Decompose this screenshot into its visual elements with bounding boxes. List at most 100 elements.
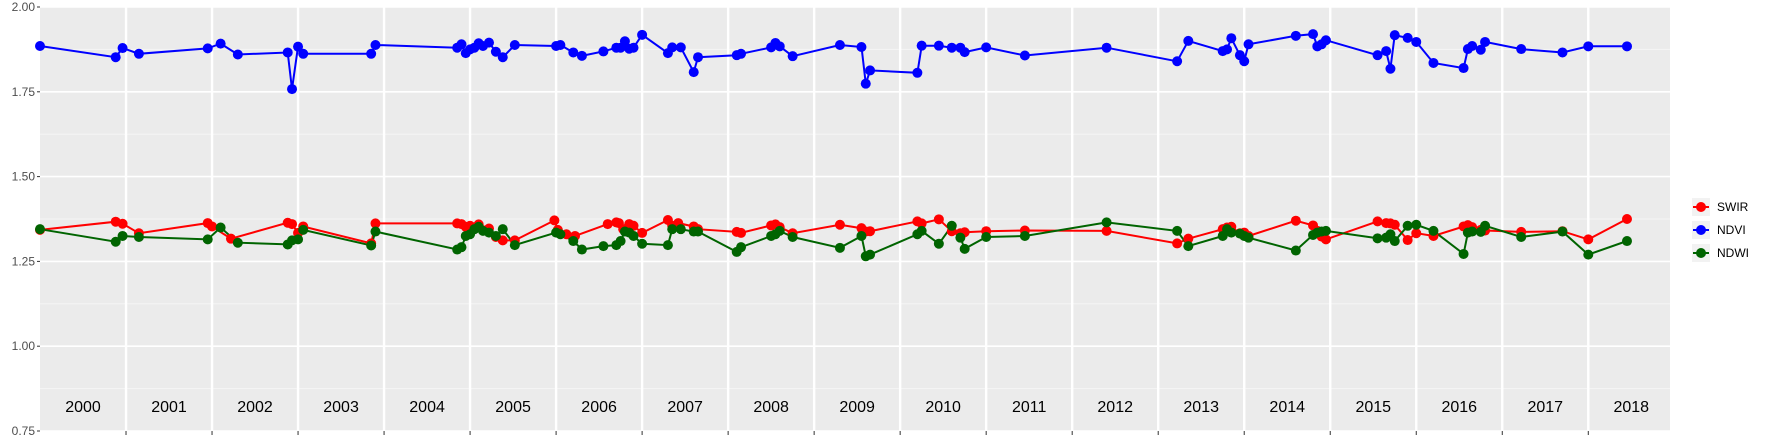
data-point-ndvi	[232, 49, 243, 60]
data-point-ndwi	[736, 242, 747, 253]
year-label: 2007	[667, 399, 703, 416]
legend-label: NDWI	[1717, 246, 1749, 260]
data-point-ndvi	[293, 41, 304, 52]
data-point-ndvi	[860, 78, 871, 89]
data-point-ndwi	[293, 234, 304, 245]
data-point-ndwi	[615, 236, 626, 247]
data-point-ndvi	[1402, 32, 1413, 43]
data-point-ndvi	[497, 52, 508, 63]
data-point-ndwi	[787, 231, 798, 242]
data-point-ndvi	[35, 41, 45, 52]
data-point-ndwi	[1243, 232, 1254, 243]
year-label: 2014	[1269, 399, 1305, 416]
data-point-ndvi	[688, 67, 699, 78]
data-point-swir	[1101, 225, 1112, 236]
data-point-ndvi	[1222, 44, 1233, 55]
data-point-ndvi	[1019, 50, 1030, 61]
data-point-swir	[1411, 228, 1422, 239]
year-label: 2000	[65, 399, 101, 416]
axes: 0.75 1.00 1.25 1.50 1.75 2.00	[12, 0, 1589, 438]
year-label: 2013	[1183, 399, 1219, 416]
data-point-ndwi	[675, 224, 686, 235]
data-point-swir	[1183, 233, 1194, 244]
year-label: 2018	[1613, 399, 1649, 416]
data-point-ndvi	[856, 42, 867, 53]
data-point-ndvi	[1239, 56, 1250, 67]
data-point-ndwi	[959, 243, 970, 254]
data-point-ndvi	[1226, 33, 1237, 44]
data-point-ndvi	[1381, 46, 1392, 57]
data-point-swir	[1583, 234, 1594, 245]
legend-key-point	[1696, 248, 1706, 258]
year-label: 2016	[1441, 399, 1477, 416]
year-label: 2017	[1527, 399, 1563, 416]
data-point-ndvi	[946, 42, 957, 53]
year-label: 2011	[1012, 399, 1047, 416]
data-point-ndvi	[912, 67, 923, 78]
data-point-ndvi	[282, 47, 293, 58]
data-point-ndwi	[693, 226, 704, 237]
data-point-ndvi	[370, 39, 381, 50]
data-point-ndvi	[693, 52, 704, 63]
data-point-ndwi	[774, 225, 785, 236]
data-point-ndwi	[1389, 236, 1400, 247]
legend-label: NDVI	[1717, 223, 1746, 237]
data-point-ndwi	[667, 224, 678, 235]
data-point-swir	[933, 214, 944, 225]
year-label: 2002	[237, 399, 273, 416]
data-point-ndwi	[1621, 236, 1632, 247]
data-point-ndvi	[117, 43, 128, 54]
data-point-ndvi	[568, 47, 579, 58]
year-label: 2004	[409, 399, 445, 416]
data-point-ndvi	[865, 65, 876, 76]
data-point-ndvi	[1243, 39, 1254, 50]
data-point-ndwi	[1372, 233, 1383, 244]
data-point-swir	[1372, 216, 1383, 227]
year-label: 2003	[323, 399, 359, 416]
data-point-ndwi	[35, 224, 45, 235]
data-point-swir	[117, 218, 128, 229]
data-point-ndvi	[916, 40, 927, 51]
data-point-ndvi	[787, 51, 798, 62]
data-point-swir	[602, 219, 613, 230]
data-point-swir	[1402, 235, 1413, 246]
data-point-ndwi	[456, 242, 467, 253]
data-point-ndvi	[555, 39, 566, 50]
data-point-ndvi	[1320, 35, 1331, 46]
data-point-ndwi	[1101, 217, 1112, 228]
year-label: 2006	[581, 399, 617, 416]
data-point-ndvi	[287, 84, 298, 95]
data-point-ndwi	[298, 224, 309, 235]
data-point-ndvi	[637, 29, 648, 40]
y-tick-label: 0.75	[12, 424, 36, 438]
data-point-ndwi	[1226, 227, 1237, 238]
data-point-ndvi	[1101, 42, 1112, 53]
data-point-swir	[549, 215, 560, 226]
data-point-ndwi	[946, 220, 957, 231]
data-point-ndvi	[110, 52, 121, 63]
data-point-ndvi	[619, 36, 630, 47]
data-point-ndwi	[1172, 225, 1183, 236]
data-point-ndwi	[232, 237, 243, 248]
data-point-ndwi	[662, 240, 673, 251]
data-point-swir	[1320, 234, 1331, 245]
data-point-swir	[287, 219, 298, 230]
data-point-ndwi	[117, 230, 128, 241]
data-point-ndvi	[1557, 47, 1568, 58]
legend-label: SWIR	[1717, 200, 1749, 214]
data-point-ndvi	[675, 42, 686, 53]
data-point-swir	[1290, 215, 1301, 226]
data-point-ndvi	[1458, 63, 1469, 74]
data-point-ndwi	[916, 225, 927, 236]
data-point-ndwi	[1290, 245, 1301, 256]
data-point-swir	[1172, 238, 1183, 249]
data-point-ndvi	[1290, 30, 1301, 41]
data-point-ndwi	[1516, 231, 1527, 242]
data-point-ndwi	[110, 236, 121, 247]
data-point-ndvi	[1308, 29, 1319, 40]
data-point-ndwi	[576, 244, 587, 255]
y-tick-label: 1.25	[12, 254, 36, 268]
year-label: 2015	[1355, 399, 1391, 416]
data-point-ndvi	[628, 42, 639, 53]
